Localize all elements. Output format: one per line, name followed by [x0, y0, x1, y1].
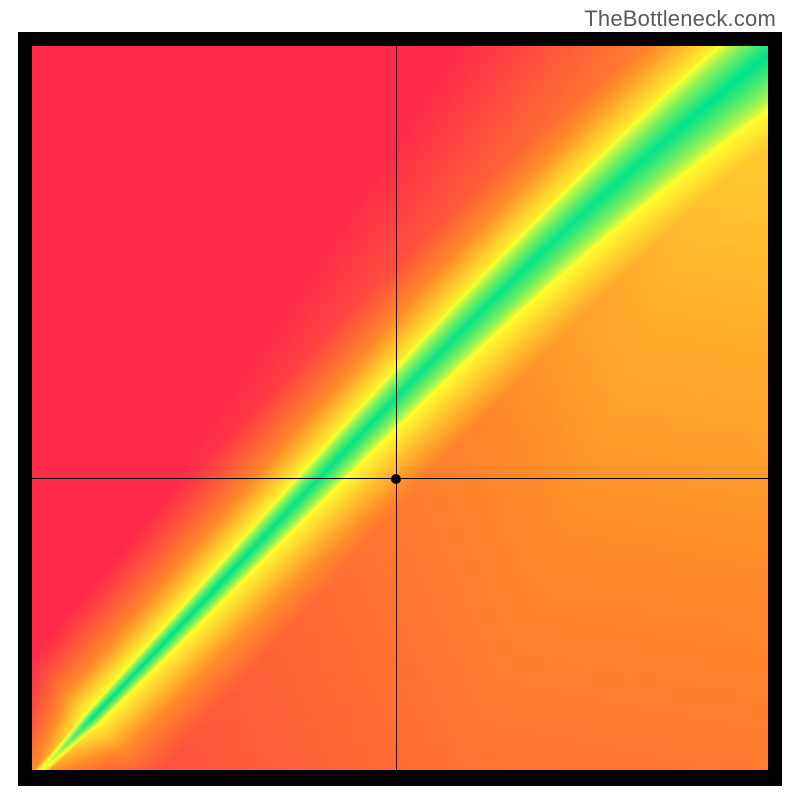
heatmap-canvas [32, 46, 768, 770]
chart-frame [18, 32, 782, 786]
crosshair-vertical [396, 46, 397, 770]
watermark-text: TheBottleneck.com [584, 6, 776, 32]
chart-container: TheBottleneck.com [0, 0, 800, 800]
